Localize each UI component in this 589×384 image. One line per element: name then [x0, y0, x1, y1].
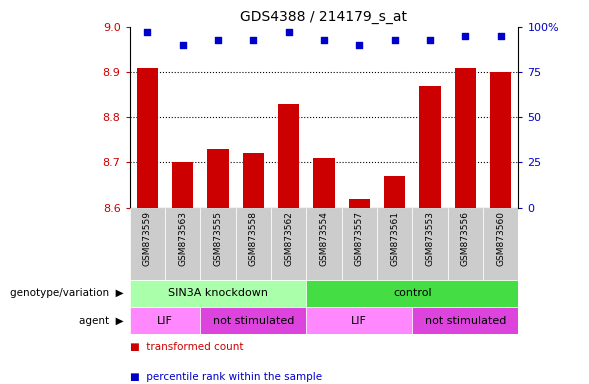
Bar — [306, 280, 518, 307]
Point — [425, 36, 435, 43]
Bar — [236, 208, 271, 280]
Title: GDS4388 / 214179_s_at: GDS4388 / 214179_s_at — [240, 10, 408, 25]
Bar — [243, 153, 264, 208]
Bar — [412, 208, 448, 280]
Text: GSM873557: GSM873557 — [355, 211, 364, 266]
Text: GSM873554: GSM873554 — [319, 211, 329, 266]
Bar — [306, 208, 342, 280]
Point — [461, 33, 470, 39]
Point — [355, 42, 364, 48]
Bar — [412, 307, 518, 334]
Bar — [384, 176, 405, 208]
Text: LIF: LIF — [157, 316, 173, 326]
Text: GSM873555: GSM873555 — [213, 211, 223, 266]
Bar — [130, 307, 200, 334]
Point — [143, 29, 152, 35]
Bar — [419, 86, 441, 208]
Text: not stimulated: not stimulated — [213, 316, 294, 326]
Text: GSM873556: GSM873556 — [461, 211, 470, 266]
Bar — [200, 208, 236, 280]
Text: GSM873563: GSM873563 — [178, 211, 187, 266]
Point — [249, 36, 258, 43]
Bar — [207, 149, 229, 208]
Bar — [165, 208, 200, 280]
Text: not stimulated: not stimulated — [425, 316, 506, 326]
Point — [178, 42, 187, 48]
Point — [319, 36, 329, 43]
Bar — [130, 280, 306, 307]
Text: ■  transformed count: ■ transformed count — [130, 342, 243, 352]
Text: GSM873560: GSM873560 — [496, 211, 505, 266]
Bar — [200, 307, 306, 334]
Bar — [342, 208, 377, 280]
Bar — [313, 158, 335, 208]
Point — [496, 33, 505, 39]
Text: GSM873562: GSM873562 — [284, 211, 293, 266]
Bar — [377, 208, 412, 280]
Text: GSM873553: GSM873553 — [425, 211, 435, 266]
Point — [213, 36, 223, 43]
Point — [390, 36, 399, 43]
Text: GSM873559: GSM873559 — [143, 211, 152, 266]
Bar — [455, 68, 476, 208]
Point — [284, 29, 293, 35]
Text: genotype/variation  ▶: genotype/variation ▶ — [10, 288, 124, 298]
Text: GSM873561: GSM873561 — [390, 211, 399, 266]
Text: agent  ▶: agent ▶ — [79, 316, 124, 326]
Bar — [483, 208, 518, 280]
Text: GSM873558: GSM873558 — [249, 211, 258, 266]
Bar — [306, 307, 412, 334]
Text: control: control — [393, 288, 432, 298]
Bar — [271, 208, 306, 280]
Bar — [448, 208, 483, 280]
Bar — [490, 72, 511, 208]
Text: LIF: LIF — [352, 316, 367, 326]
Bar — [130, 208, 165, 280]
Bar — [278, 104, 299, 208]
Text: SIN3A knockdown: SIN3A knockdown — [168, 288, 268, 298]
Bar — [172, 162, 193, 208]
Bar — [137, 68, 158, 208]
Text: ■  percentile rank within the sample: ■ percentile rank within the sample — [130, 372, 322, 382]
Bar — [349, 199, 370, 208]
